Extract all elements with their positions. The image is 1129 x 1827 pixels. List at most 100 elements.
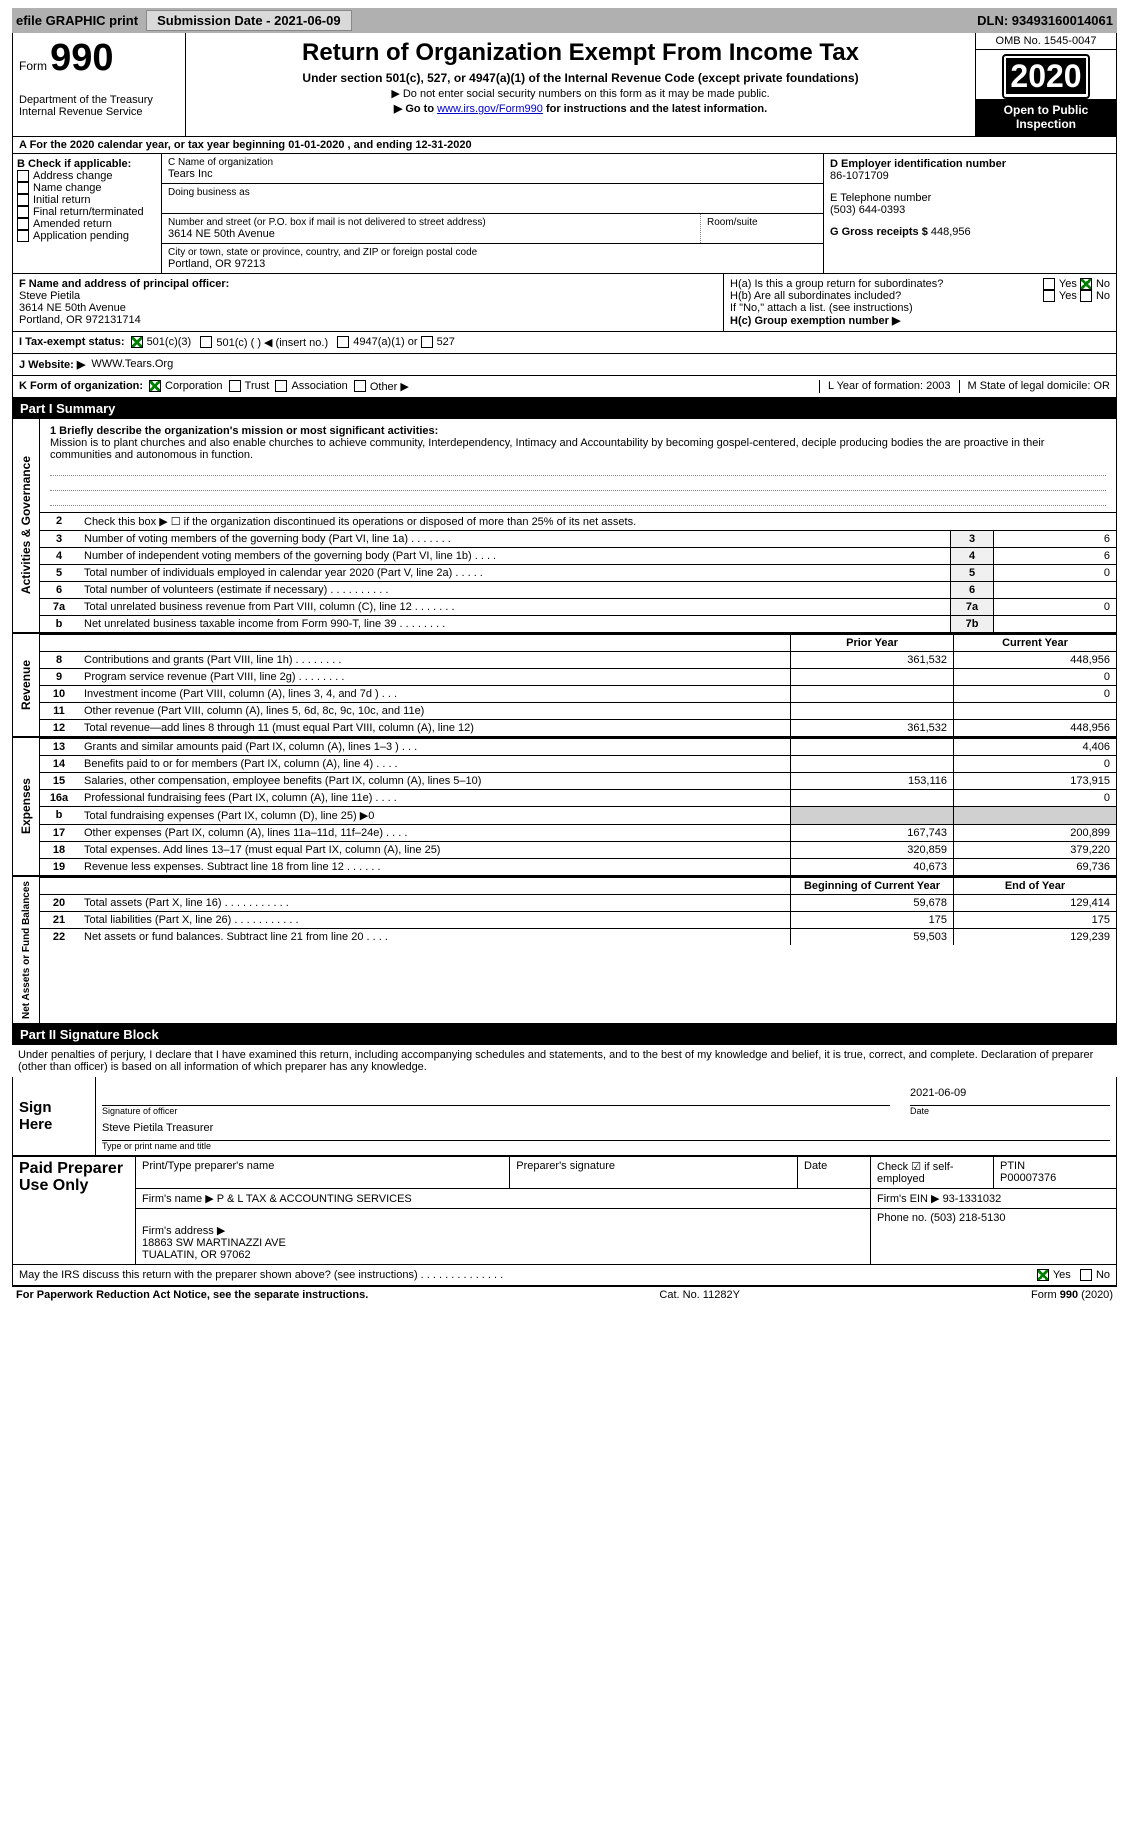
cb-trust[interactable] [229, 380, 241, 392]
name-label: C Name of organization [168, 157, 817, 168]
row-py [791, 668, 954, 685]
netassets-table: Beginning of Current YearEnd of Year20To… [40, 877, 1116, 945]
sign-here-label: Sign Here [13, 1077, 95, 1155]
cb-501c[interactable] [200, 336, 212, 348]
row-a-period: A For the 2020 calendar year, or tax yea… [12, 137, 1117, 154]
table-row: 16aProfessional fundraising fees (Part I… [40, 789, 1116, 806]
row-text: Salaries, other compensation, employee b… [78, 772, 791, 789]
irs-link[interactable]: www.irs.gov/Form990 [437, 103, 543, 115]
sign-block: Sign Here Signature of officer 2021-06-0… [12, 1077, 1117, 1156]
top-bar: efile GRAPHIC print Submission Date - 20… [12, 8, 1117, 33]
submission-date-button[interactable]: Submission Date - 2021-06-09 [146, 10, 352, 31]
ha-yes: Yes [1059, 278, 1077, 290]
form-header: Form 990 Department of the Treasury Inte… [12, 33, 1117, 137]
py-head: Prior Year [791, 634, 954, 651]
city-label: City or town, state or province, country… [168, 247, 817, 258]
note-link: ▶ Go to www.irs.gov/Form990 for instruct… [196, 102, 965, 115]
cb-501c3[interactable] [131, 336, 143, 348]
table-row: 22Net assets or fund balances. Subtract … [40, 928, 1116, 945]
governance-label: Activities & Governance [17, 452, 35, 598]
table-row: 8Contributions and grants (Part VIII, li… [40, 651, 1116, 668]
row-cy: 0 [954, 755, 1117, 772]
checkbox-amended[interactable] [17, 218, 29, 230]
tax-year-box: 2020 [1002, 54, 1089, 99]
table-row: 7aTotal unrelated business revenue from … [40, 598, 1116, 615]
row-py [791, 806, 954, 824]
netassets-section: Net Assets or Fund Balances Beginning of… [13, 875, 1116, 1023]
cb-527[interactable] [421, 336, 433, 348]
row-text: Program service revenue (Part VIII, line… [78, 668, 791, 685]
table-headrow: Beginning of Current YearEnd of Year [40, 877, 1116, 894]
table-row: 3Number of voting members of the governi… [40, 530, 1116, 547]
website-value: WWW.Tears.Org [91, 358, 173, 371]
checkbox-final[interactable] [17, 206, 29, 218]
row-text: Total number of volunteers (estimate if … [78, 581, 951, 598]
table-row: 14Benefits paid to or for members (Part … [40, 755, 1116, 772]
cy-head: Current Year [954, 634, 1117, 651]
lbl-address-change: Address change [33, 170, 113, 182]
l-label: L Year of formation: 2003 [819, 380, 951, 393]
ptin-label: PTIN [1000, 1160, 1110, 1172]
row-val: 6 [994, 530, 1117, 547]
governance-section: Activities & Governance 1 Briefly descri… [13, 419, 1116, 632]
discuss-row: May the IRS discuss this return with the… [12, 1265, 1117, 1286]
row-text: Net assets or fund balances. Subtract li… [78, 928, 791, 945]
row-box: 4 [951, 547, 994, 564]
opt-corp: Corporation [165, 380, 222, 393]
hb-yes-box[interactable] [1043, 290, 1055, 302]
row-cy: 0 [954, 789, 1117, 806]
cb-4947[interactable] [337, 336, 349, 348]
form-label: Form [19, 59, 47, 73]
row-num: 11 [40, 702, 78, 719]
dln-label: DLN: 93493160014061 [977, 13, 1113, 28]
addr-label: Number and street (or P.O. box if mail i… [168, 217, 694, 228]
ha-no-box[interactable] [1080, 278, 1092, 290]
row-num: 5 [40, 564, 78, 581]
firm-phone-cell: Phone no. (503) 218-5130 [871, 1208, 1117, 1264]
row-val: 0 [994, 598, 1117, 615]
info-block: B Check if applicable: Address change Na… [12, 154, 1117, 274]
col-d: D Employer identification number 86-1071… [824, 154, 1116, 273]
ha-yes-box[interactable] [1043, 278, 1055, 290]
row-cy [954, 806, 1117, 824]
lbl-name-change: Name change [33, 182, 102, 194]
row-num: 6 [40, 581, 78, 598]
cb-other[interactable] [354, 380, 366, 392]
opt-527: 527 [437, 336, 455, 349]
checkbox-pending[interactable] [17, 230, 29, 242]
row-text: Total number of individuals employed in … [78, 564, 951, 581]
row-num: 7a [40, 598, 78, 615]
cb-corp[interactable] [149, 380, 161, 392]
part1-title: Part I Summary [20, 401, 115, 416]
checkbox-namechange[interactable] [17, 182, 29, 194]
mission-label: 1 Briefly describe the organization's mi… [50, 425, 1106, 437]
row-cy: 448,956 [954, 651, 1117, 668]
row-cy: 379,220 [954, 841, 1117, 858]
lbl-initial: Initial return [33, 194, 90, 206]
table-row: bTotal fundraising expenses (Part IX, co… [40, 806, 1116, 824]
discuss-no-box[interactable] [1080, 1269, 1092, 1281]
hb-no-box[interactable] [1080, 290, 1092, 302]
discuss-yes: Yes [1053, 1269, 1071, 1281]
checkbox-address[interactable] [17, 170, 29, 182]
revenue-label: Revenue [17, 656, 35, 714]
officer-addr1: 3614 NE 50th Avenue [19, 302, 717, 314]
officer-left: F Name and address of principal officer:… [13, 274, 724, 331]
discuss-yes-box[interactable] [1037, 1269, 1049, 1281]
row-py: 59,678 [791, 894, 954, 911]
opt-assoc: Association [291, 380, 347, 393]
hb-label: H(b) Are all subordinates included? [730, 290, 1043, 302]
cb-assoc[interactable] [275, 380, 287, 392]
table-row: 21Total liabilities (Part X, line 26) . … [40, 911, 1116, 928]
row-num: 2 [40, 512, 78, 530]
checkbox-initial[interactable] [17, 194, 29, 206]
firm-name-cell: Firm's name ▶ P & L TAX & ACCOUNTING SER… [136, 1188, 871, 1208]
row-text: Check this box ▶ ☐ if the organization d… [78, 512, 1116, 530]
table-row: 18Total expenses. Add lines 13–17 (must … [40, 841, 1116, 858]
firm-addr-value: 18863 SW MARTINAZZI AVE TUALATIN, OR 970… [142, 1237, 286, 1261]
lbl-amended: Amended return [33, 218, 112, 230]
sig-date-label: Date [910, 1106, 1110, 1116]
row-text: Net unrelated business taxable income fr… [78, 615, 951, 632]
table-row: 6Total number of volunteers (estimate if… [40, 581, 1116, 598]
row-cy: 129,239 [954, 928, 1117, 945]
